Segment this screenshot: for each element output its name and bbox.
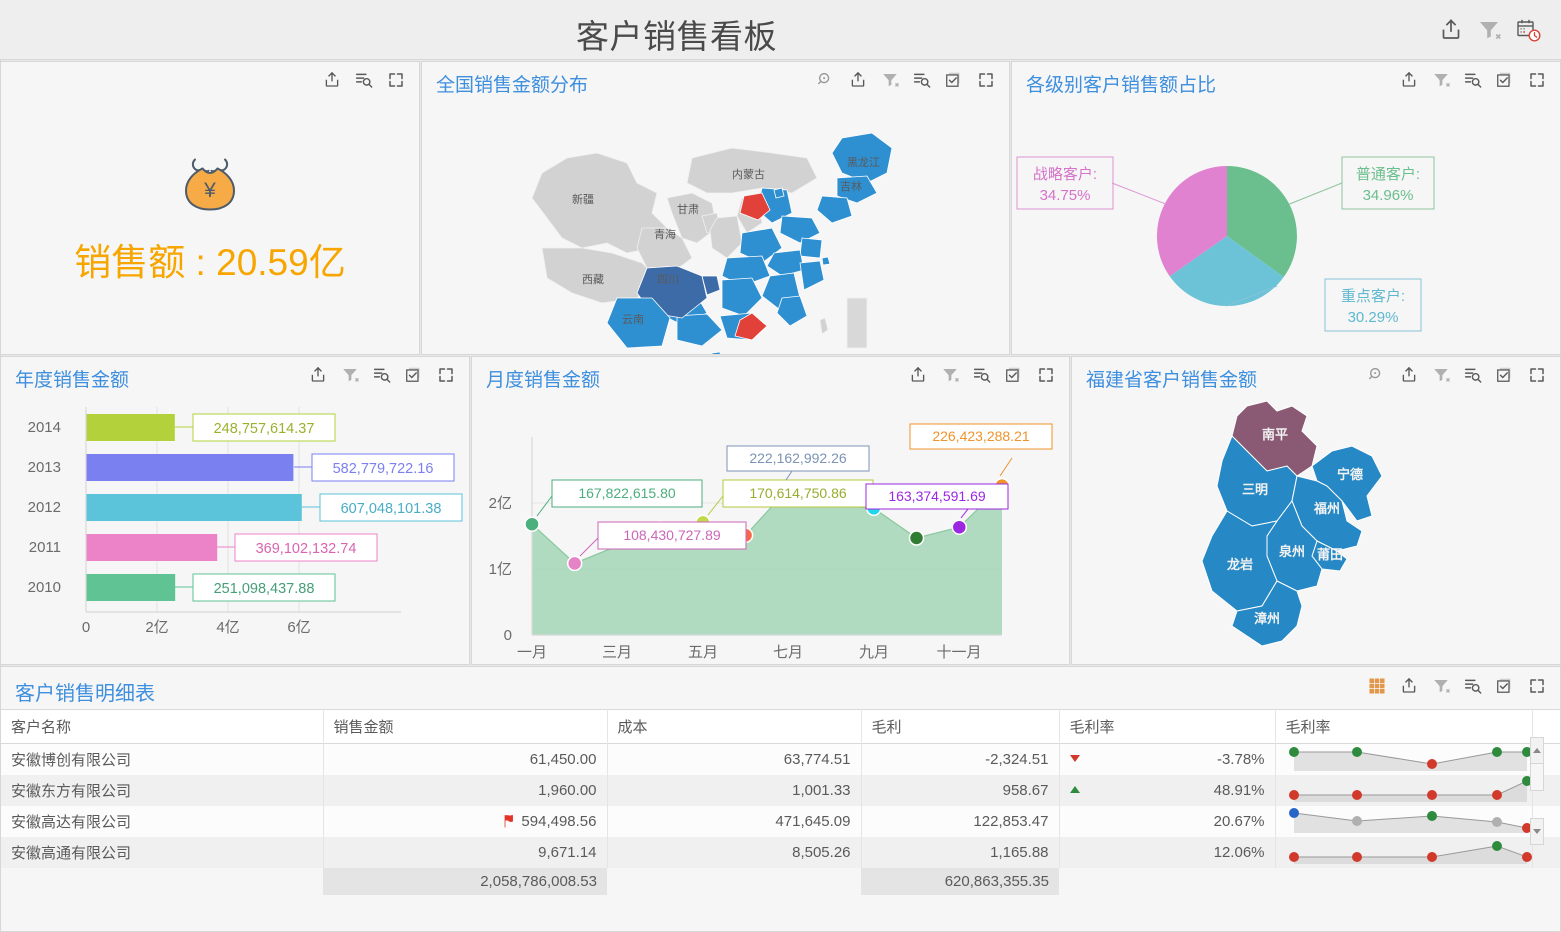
svg-text:251,098,437.88: 251,098,437.88 bbox=[214, 581, 315, 597]
svg-text:6亿: 6亿 bbox=[287, 619, 310, 636]
svg-text:重点客户:: 重点客户: bbox=[1341, 288, 1405, 305]
svg-text:四川: 四川 bbox=[657, 274, 679, 286]
svg-text:云南: 云南 bbox=[622, 313, 644, 326]
svg-text:607,048,101.38: 607,048,101.38 bbox=[341, 501, 442, 517]
svg-text:新疆: 新疆 bbox=[572, 192, 594, 206]
svg-text:西藏: 西藏 bbox=[582, 273, 604, 286]
svg-text:福州: 福州 bbox=[1313, 501, 1340, 516]
svg-text:莆田: 莆田 bbox=[1317, 547, 1343, 562]
svg-text:2亿: 2亿 bbox=[489, 495, 512, 512]
svg-text:九月: 九月 bbox=[859, 644, 889, 661]
svg-text:170,614,750.86: 170,614,750.86 bbox=[749, 485, 847, 501]
svg-text:2010: 2010 bbox=[28, 579, 61, 596]
svg-text:163,374,591.69: 163,374,591.69 bbox=[888, 488, 986, 504]
svg-text:34.75%: 34.75% bbox=[1040, 187, 1091, 204]
svg-text:0: 0 bbox=[82, 619, 90, 636]
svg-text:1亿: 1亿 bbox=[489, 561, 512, 578]
svg-text:30.29%: 30.29% bbox=[1348, 309, 1399, 326]
svg-text:三月: 三月 bbox=[602, 644, 632, 661]
svg-text:582,779,722.16: 582,779,722.16 bbox=[333, 461, 434, 477]
svg-text:南平: 南平 bbox=[1262, 427, 1288, 442]
svg-text:2014: 2014 bbox=[28, 419, 61, 436]
svg-text:宁德: 宁德 bbox=[1337, 467, 1363, 482]
svg-text:甘肃: 甘肃 bbox=[677, 203, 699, 216]
svg-text:三明: 三明 bbox=[1242, 482, 1268, 497]
svg-text:0: 0 bbox=[504, 627, 512, 644]
svg-text:五月: 五月 bbox=[688, 644, 718, 661]
svg-text:108,430,727.89: 108,430,727.89 bbox=[623, 527, 721, 543]
svg-text:青海: 青海 bbox=[654, 227, 676, 241]
svg-text:泉州: 泉州 bbox=[1279, 544, 1305, 559]
svg-text:369,102,132.74: 369,102,132.74 bbox=[256, 541, 357, 557]
svg-text:十一月: 十一月 bbox=[936, 644, 981, 661]
svg-text:34.96%: 34.96% bbox=[1363, 187, 1414, 204]
svg-text:226,423,288.21: 226,423,288.21 bbox=[932, 428, 1030, 444]
svg-text:222,162,992.26: 222,162,992.26 bbox=[749, 450, 847, 466]
svg-text:167,822,615.80: 167,822,615.80 bbox=[578, 485, 676, 501]
svg-text:七月: 七月 bbox=[773, 644, 803, 661]
svg-text:248,757,614.37: 248,757,614.37 bbox=[214, 421, 315, 437]
svg-text:吉林: 吉林 bbox=[840, 179, 862, 193]
svg-text:内蒙古: 内蒙古 bbox=[732, 167, 765, 181]
svg-text:2亿: 2亿 bbox=[145, 619, 168, 636]
svg-text:龙岩: 龙岩 bbox=[1227, 557, 1253, 572]
svg-text:黑龙江: 黑龙江 bbox=[847, 156, 880, 169]
svg-text:4亿: 4亿 bbox=[216, 619, 239, 636]
svg-text:2013: 2013 bbox=[28, 459, 61, 476]
svg-text:漳州: 漳州 bbox=[1254, 611, 1280, 626]
svg-text:¥: ¥ bbox=[203, 179, 216, 202]
svg-text:普通客户:: 普通客户: bbox=[1356, 166, 1420, 183]
svg-text:战略客户:: 战略客户: bbox=[1033, 166, 1097, 183]
svg-text:2011: 2011 bbox=[29, 539, 61, 556]
svg-text:一月: 一月 bbox=[517, 644, 547, 661]
svg-text:2012: 2012 bbox=[28, 499, 61, 516]
